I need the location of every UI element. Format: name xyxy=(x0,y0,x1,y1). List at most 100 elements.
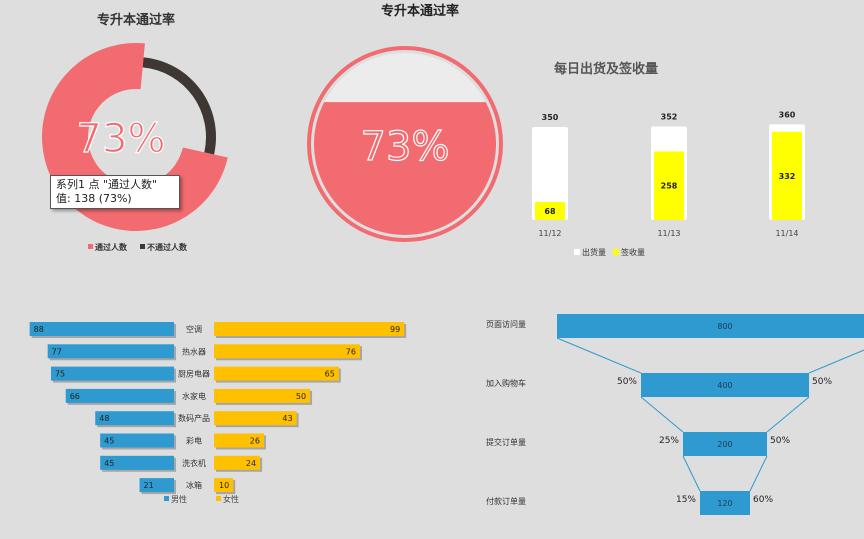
butterfly-legend-swatch-0 xyxy=(164,496,169,501)
receipt-bar-0 xyxy=(535,201,565,220)
female-bar-3 xyxy=(214,388,311,403)
funnel-connector-left-1 xyxy=(556,337,642,374)
funnel-connector-right-2 xyxy=(766,396,810,433)
female-value-6: 24 xyxy=(246,459,256,468)
male-value-6: 45 xyxy=(104,459,114,468)
female-value-1: 76 xyxy=(346,347,356,356)
donut-title: 专升本通过率 xyxy=(97,12,175,28)
gauge-title: 专升本通过率 xyxy=(381,3,459,19)
shipment-bar-0 xyxy=(532,127,568,220)
male-bar-2 xyxy=(50,366,174,381)
funnel-value-3: 120 xyxy=(717,499,732,508)
male-value-5: 45 xyxy=(104,437,114,446)
funnel-connector-right-1 xyxy=(808,349,864,374)
butterfly-legend-label-1: 女性 xyxy=(223,494,239,504)
receipt-label-0: 68 xyxy=(544,207,556,216)
funnel-value-2: 200 xyxy=(717,440,732,449)
funnel-left-pct-3: 15% xyxy=(676,495,696,505)
male-bar-3 xyxy=(65,388,174,403)
butterfly-legend-swatch-1 xyxy=(216,496,221,501)
category-label-1: 热水器 xyxy=(182,346,206,356)
funnel-connector-right-3 xyxy=(749,455,768,492)
funnel-bar-2 xyxy=(683,432,767,456)
male-bar-4 xyxy=(95,411,174,426)
female-bar-6 xyxy=(214,455,261,470)
shipment-category-0: 11/12 xyxy=(538,229,561,238)
male-bar-1 xyxy=(47,344,174,359)
female-bar-0 xyxy=(214,322,405,336)
shipment-title: 每日出货及签收量 xyxy=(554,61,658,77)
pie-tooltip: 系列1 点 "通过人数" 值: 138 (73%) xyxy=(50,175,180,209)
funnel-stage-label-1: 加入购物车 xyxy=(486,378,526,388)
female-value-4: 43 xyxy=(282,414,292,423)
shipment-legend-swatch-1 xyxy=(613,249,619,255)
donut-legend-swatch-0 xyxy=(88,244,93,249)
funnel-right-pct-1: 50% xyxy=(812,377,832,387)
tooltip-line-1: 系列1 点 "通过人数" xyxy=(56,178,158,191)
tooltip-line-2: 值: 138 (73%) xyxy=(56,192,132,205)
category-label-0: 空调 xyxy=(186,324,202,334)
shipment-legend-swatch-0 xyxy=(574,249,580,255)
funnel-stage-label-2: 提交订单量 xyxy=(486,437,526,447)
funnel-right-pct-2: 50% xyxy=(770,436,790,446)
shipment-legend-label-1: 签收量 xyxy=(621,247,645,257)
female-bar-5 xyxy=(214,433,264,448)
male-value-7: 21 xyxy=(144,481,154,490)
donut-slice-fail xyxy=(142,57,216,155)
butterfly-legend-label-0: 男性 xyxy=(171,494,187,504)
female-value-2: 65 xyxy=(325,370,335,379)
category-label-3: 水家电 xyxy=(182,391,206,401)
receipt-label-2: 332 xyxy=(779,172,796,181)
funnel-left-pct-1: 50% xyxy=(617,377,637,387)
female-bar-4 xyxy=(214,411,297,426)
gauge-fill xyxy=(314,102,496,235)
category-label-6: 洗衣机 xyxy=(182,458,206,468)
funnel-connector-left-2 xyxy=(640,396,684,433)
female-value-3: 50 xyxy=(296,392,306,401)
funnel-left-pct-2: 25% xyxy=(659,436,679,446)
funnel-stage-label-3: 付款订单量 xyxy=(486,496,526,506)
donut-legend-swatch-1 xyxy=(140,244,145,249)
shipment-category-2: 11/14 xyxy=(775,229,798,238)
male-bar-0 xyxy=(29,322,174,336)
donut-center-label: 73% xyxy=(77,116,166,162)
category-label-5: 彩电 xyxy=(186,436,202,446)
male-bar-6 xyxy=(100,455,174,470)
female-bar-2 xyxy=(214,366,339,381)
shipment-label-2: 360 xyxy=(779,110,796,119)
female-value-7: 10 xyxy=(219,481,229,490)
gauge-center-label: 73% xyxy=(361,124,450,170)
receipt-bar-1 xyxy=(654,151,684,220)
shipment-label-1: 352 xyxy=(661,112,678,121)
male-value-1: 77 xyxy=(52,347,62,356)
female-bar-1 xyxy=(214,344,360,359)
female-value-5: 26 xyxy=(250,437,260,446)
funnel-value-0: 800 xyxy=(717,322,732,331)
shipment-legend-label-0: 出货量 xyxy=(582,247,606,257)
funnel-bar-1 xyxy=(641,373,809,397)
shipment-category-1: 11/13 xyxy=(657,229,680,238)
funnel-value-1: 400 xyxy=(717,381,732,390)
funnel-bar-0 xyxy=(557,314,864,338)
male-bar-5 xyxy=(100,433,174,448)
category-label-4: 数码产品 xyxy=(178,413,210,423)
receipt-label-1: 258 xyxy=(661,182,678,191)
category-label-2: 厨房电器 xyxy=(178,369,210,379)
male-value-4: 48 xyxy=(99,414,109,423)
funnel-connector-left-3 xyxy=(682,455,701,492)
male-value-2: 75 xyxy=(55,370,65,379)
funnel-stage-label-0: 页面访问量 xyxy=(486,319,526,329)
female-value-0: 99 xyxy=(390,325,400,334)
shipment-label-0: 350 xyxy=(542,113,559,122)
male-bar-7 xyxy=(139,478,174,493)
male-value-3: 66 xyxy=(70,392,80,401)
male-value-0: 88 xyxy=(34,325,44,334)
donut-legend-label-1: 不通过人数 xyxy=(147,242,188,252)
gauge-outer-ring xyxy=(307,46,503,242)
receipt-bar-2 xyxy=(772,131,802,220)
funnel-bar-3 xyxy=(700,491,750,515)
female-bar-7 xyxy=(214,478,234,493)
funnel-right-pct-3: 60% xyxy=(753,495,773,505)
category-label-7: 冰箱 xyxy=(186,480,202,490)
